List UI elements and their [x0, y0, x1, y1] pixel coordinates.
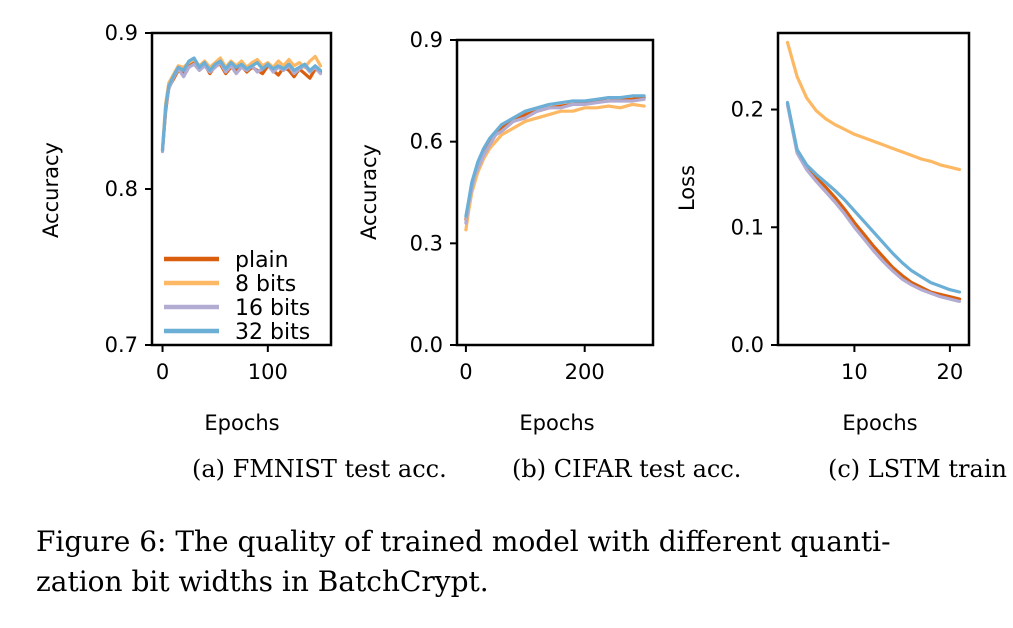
x-tick-label: 10 [841, 360, 868, 384]
series-line-32-bits [160, 56, 323, 152]
y-axis-label: Loss [675, 165, 699, 211]
chart-cifar-accuracy: 0.0 0.3 0.6 0.9 0 200 Epochs Accuracy (b) CIFAR … [357, 28, 741, 483]
figure-caption-line-2: zation bit widths in BatchCrypt. [36, 565, 489, 598]
x-tick-label: 0 [459, 360, 472, 384]
series-line-plain [464, 95, 646, 222]
y-tick-label: 0.8 [105, 177, 138, 201]
subcaption: (c) LSTM train loss [828, 455, 1013, 483]
x-tick-label: 200 [565, 360, 605, 384]
y-tick-label: 0.9 [410, 28, 443, 52]
y-tick-label: 0.0 [410, 333, 443, 357]
x-axis-label: Epochs [842, 411, 917, 435]
x-tick-label: 20 [937, 360, 964, 384]
y-axis-label: Accuracy [39, 142, 63, 238]
series-group [160, 54, 323, 154]
x-tick-label: 0 [156, 360, 169, 384]
figure-caption-line-1: Figure 6: The quality of trained model w… [36, 525, 891, 558]
series-line-8-bits [785, 40, 962, 172]
figure-caption: Figure 6: The quality of trained model w… [36, 522, 986, 602]
y-tick-label: 0.1 [731, 215, 764, 239]
series-line-16-bits [160, 60, 323, 154]
series-line-16-bits [464, 97, 646, 225]
legend-label-8-bits: 8 bits [235, 272, 296, 297]
y-tick-label: 0.0 [731, 333, 764, 357]
legend-label-plain: plain [235, 248, 289, 273]
y-tick-label: 0.9 [105, 21, 138, 45]
subcaption: (a) FMNIST test acc. [192, 455, 447, 483]
chart-fmnist-accuracy: 0.7 0.8 0.9 0 100 Epochs Accuracy (a) FMNIST te… [39, 21, 447, 483]
series-group [785, 40, 962, 303]
chart-lstm-loss: 0.0 0.1 0.2 10 20 Epochs Loss (c) LSTM train lo… [675, 31, 1013, 483]
legend-label-32-bits: 32 bits [235, 320, 310, 345]
series-line-32-bits [785, 100, 962, 294]
x-axis-label: Epochs [204, 411, 279, 435]
plot-frame [776, 31, 971, 347]
y-tick-label: 0.2 [731, 98, 764, 122]
y-tick-label: 0.7 [105, 333, 138, 357]
series-line-8-bits [464, 102, 646, 232]
series-line-plain [160, 60, 323, 152]
series-group [464, 94, 646, 232]
plot-frame [455, 38, 655, 347]
y-tick-label: 0.3 [410, 231, 443, 255]
series-line-plain [785, 101, 962, 301]
legend-label-16-bits: 16 bits [235, 296, 310, 321]
series-line-16-bits [785, 103, 962, 303]
subcaption: (b) CIFAR test acc. [512, 455, 741, 483]
y-axis-label: Accuracy [357, 144, 381, 240]
x-tick-label: 100 [248, 360, 288, 384]
y-tick-label: 0.6 [410, 130, 443, 154]
x-axis-label: Epochs [519, 411, 594, 435]
series-line-32-bits [464, 94, 646, 218]
